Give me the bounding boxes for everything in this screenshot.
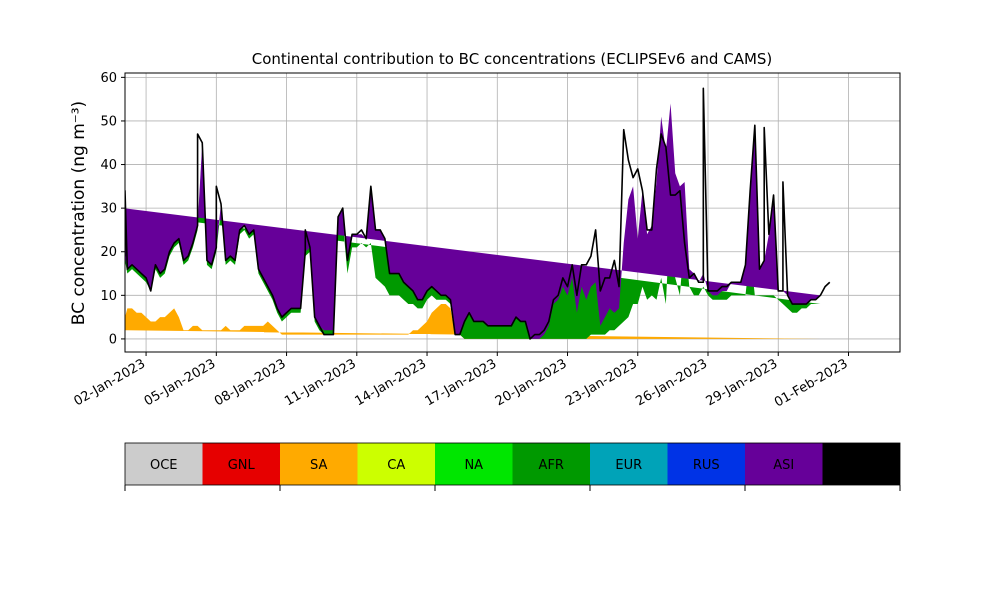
legend-swatch-ca [357,443,435,485]
x-tick-label: 02-Jan-2023 [71,356,148,409]
y-tick-label: 0 [109,332,117,347]
y-tick-label: 40 [100,158,117,173]
y-tick-label: 60 [100,71,117,86]
x-tick-label: 23-Jan-2023 [563,356,640,409]
legend-swatch-eur [590,443,668,485]
legend-label-eur: EUR [615,458,642,473]
legend-label-rus: RUS [693,458,720,473]
legend-swatch-aus [822,443,900,485]
y-tick-label: 20 [100,245,117,260]
legend-label-na: NA [464,458,483,473]
x-tick-label: 26-Jan-2023 [633,356,710,409]
legend-label-afr: AFR [539,458,564,473]
plot-frame [124,72,901,353]
y-tick-label: 10 [100,289,117,304]
legend-label-aus: AUS [848,458,875,473]
legend-label-ca: CA [387,458,405,473]
legend-swatch-afr [512,443,590,485]
legend-swatch-asi [745,443,823,485]
legend-label-gnl: GNL [228,458,256,473]
legend-swatch-na [435,443,513,485]
legend-swatch-sa [280,443,358,485]
x-tick-label: 05-Jan-2023 [142,356,219,409]
x-tick-label: 20-Jan-2023 [493,356,570,409]
legend-swatch-oce [125,443,203,485]
legend-label-oce: OCE [150,458,178,473]
stacked-areas [125,87,831,340]
legend-swatch-gnl [202,443,280,485]
x-tick-label: 08-Jan-2023 [212,356,289,409]
y-axis-label: BC concentration (ng m⁻³) [69,101,89,325]
y-tick-label: 30 [100,202,117,217]
x-tick-label: 01-Feb-2023 [772,356,851,410]
legend-frame [124,442,901,486]
area-asi [125,103,821,339]
x-tick-label: 29-Jan-2023 [704,356,781,409]
legend-label-sa: SA [310,458,327,473]
x-tick-label: 14-Jan-2023 [352,356,429,409]
axes-frame [124,72,901,353]
legend-swatch-rus [667,443,745,485]
x-tick-label: 17-Jan-2023 [423,356,500,409]
total-line [125,87,831,340]
chart-title: Continental contribution to BC concentra… [252,50,773,68]
legend-label-asi: ASI [773,458,794,473]
y-tick-label: 50 [100,114,117,129]
x-tick-label: 11-Jan-2023 [282,356,359,409]
legend: OCE GNL SA CA NA AFR EUR RUS ASI AUS [124,442,901,491]
